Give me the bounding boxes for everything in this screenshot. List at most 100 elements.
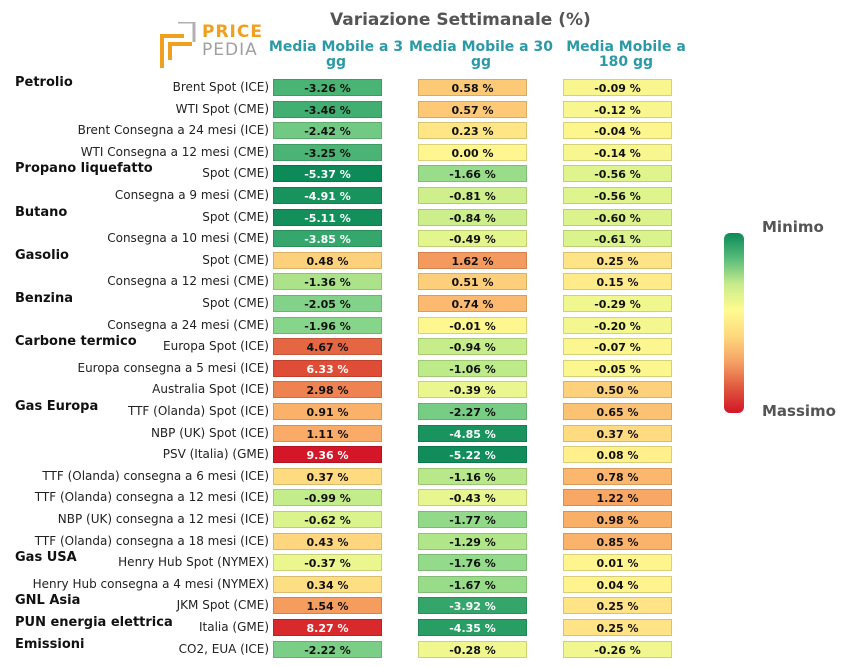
heatmap-cell: -0.12 % bbox=[563, 100, 672, 118]
group-label: Butano bbox=[15, 204, 68, 220]
heatmap-cell: -1.29 % bbox=[418, 532, 527, 550]
heatmap-cell: 0.01 % bbox=[563, 554, 672, 572]
heatmap-cell: -0.84 % bbox=[418, 208, 527, 226]
heatmap-cell: 0.85 % bbox=[563, 532, 672, 550]
heatmap-cell: 0.25 % bbox=[563, 251, 672, 269]
heatmap-cell: -0.43 % bbox=[418, 489, 527, 507]
row-label: WTI Consegna a 12 mesi (CME) bbox=[80, 144, 269, 159]
heatmap-cell: 0.91 % bbox=[273, 403, 382, 420]
heatmap-cell: -0.09 % bbox=[563, 79, 672, 96]
row-label: Spot (CME) bbox=[202, 252, 269, 267]
row-label: JKM Spot (CME) bbox=[176, 598, 269, 613]
row-label: Brent Spot (ICE) bbox=[172, 80, 269, 94]
heatmap-cell: -0.05 % bbox=[563, 359, 672, 377]
heatmap-cell: -3.25 % bbox=[273, 143, 382, 161]
row-label: NBP (UK) consegna a 12 mesi (ICE) bbox=[57, 512, 269, 526]
heatmap-cell: 0.25 % bbox=[563, 619, 672, 636]
group-label: PUN energia elettrica bbox=[15, 615, 173, 630]
heatmap-cell: 0.58 % bbox=[418, 79, 527, 96]
legend-max-label: Massimo bbox=[762, 402, 836, 420]
heatmap-cell: -0.04 % bbox=[563, 122, 672, 140]
heatmap-cell: 0.04 % bbox=[563, 575, 672, 593]
heatmap-cell: -0.28 % bbox=[418, 640, 527, 658]
heatmap-cell: -0.49 % bbox=[418, 230, 527, 248]
row-label: TTF (Olanda) consegna a 18 mesi (ICE) bbox=[34, 533, 269, 548]
heatmap-cell: 0.74 % bbox=[418, 295, 527, 312]
heatmap-cell: -5.22 % bbox=[418, 446, 527, 464]
group-label: Gasolio bbox=[15, 247, 69, 263]
legend-min-label: Minimo bbox=[762, 218, 824, 236]
heatmap-cell: -4.35 % bbox=[418, 619, 527, 636]
row-label: Consegna a 24 mesi (CME) bbox=[107, 317, 269, 332]
heatmap-cell: -0.39 % bbox=[418, 381, 527, 399]
heatmap-cell: -5.11 % bbox=[273, 208, 382, 226]
logo-bracket-icon bbox=[160, 22, 196, 68]
group-label: Benzina bbox=[15, 291, 74, 306]
heatmap-cell: -3.92 % bbox=[418, 597, 527, 615]
heatmap-cell: -2.42 % bbox=[273, 122, 382, 140]
heatmap-cell: 0.34 % bbox=[273, 575, 382, 593]
heatmap-cell: -1.96 % bbox=[273, 316, 382, 334]
heatmap-cell: -1.77 % bbox=[418, 511, 527, 528]
row-label: Australia Spot (ICE) bbox=[152, 382, 269, 397]
row-label: Henry Hub consegna a 4 mesi (NYMEX) bbox=[32, 576, 269, 591]
heatmap-cell: -0.56 % bbox=[563, 165, 672, 183]
group-label: Emissioni bbox=[15, 636, 85, 652]
heatmap-cell: 1.11 % bbox=[273, 424, 382, 442]
heatmap-cell: -1.66 % bbox=[418, 165, 527, 183]
column-header-30gg: Media Mobile a 30 gg bbox=[409, 39, 553, 70]
heatmap-cell: -4.85 % bbox=[418, 424, 527, 442]
heatmap-cell: -0.94 % bbox=[418, 338, 527, 356]
row-label: Europa Spot (ICE) bbox=[163, 339, 269, 354]
heatmap-cell: -3.46 % bbox=[273, 100, 382, 118]
chart-title: Variazione Settimanale (%) bbox=[330, 10, 591, 30]
heatmap-cell: 0.37 % bbox=[273, 467, 382, 485]
column-header-180gg: Media Mobile a 180 gg bbox=[566, 39, 686, 70]
heatmap-cell: -0.37 % bbox=[273, 554, 382, 572]
row-label: TTF (Olanda) consegna a 12 mesi (ICE) bbox=[34, 490, 269, 505]
heatmap-cell: -0.20 % bbox=[563, 316, 672, 334]
heatmap-cell: -0.62 % bbox=[273, 511, 382, 528]
heatmap-cell: 2.98 % bbox=[273, 381, 382, 399]
heatmap-cell: 0.48 % bbox=[273, 251, 382, 269]
heatmap-cell: -0.14 % bbox=[563, 143, 672, 161]
row-label: WTI Spot (CME) bbox=[175, 101, 269, 116]
heatmap-cell: -3.26 % bbox=[273, 79, 382, 96]
heatmap-cell: -1.76 % bbox=[418, 554, 527, 572]
pricepedia-logo: PRICE PEDIA bbox=[156, 22, 262, 68]
row-label: Consegna a 12 mesi (CME) bbox=[107, 274, 269, 289]
row-label: TTF (Olanda) Spot (ICE) bbox=[127, 404, 269, 418]
heatmap-cell: -0.29 % bbox=[563, 295, 672, 312]
heatmap-cell: -1.16 % bbox=[418, 467, 527, 485]
heatmap-cell: 1.62 % bbox=[418, 251, 527, 269]
heatmap-cell: 0.15 % bbox=[563, 273, 672, 291]
heatmap-cell: -4.91 % bbox=[273, 187, 382, 204]
group-label: Gas Europa bbox=[15, 399, 99, 414]
heatmap-cell: -1.67 % bbox=[418, 575, 527, 593]
logo-text-price: PRICE bbox=[202, 22, 263, 42]
heatmap-cell: 0.78 % bbox=[563, 467, 672, 485]
group-label: Petrolio bbox=[15, 75, 73, 90]
row-label: Europa consegna a 5 mesi (ICE) bbox=[77, 360, 269, 375]
heatmap-cell: 0.51 % bbox=[418, 273, 527, 291]
heatmap-cell: 0.00 % bbox=[418, 143, 527, 161]
row-label: Consegna a 10 mesi (CME) bbox=[107, 231, 269, 246]
row-label: Spot (CME) bbox=[202, 209, 269, 224]
heatmap-cell: -2.22 % bbox=[273, 640, 382, 658]
row-label: Spot (CME) bbox=[202, 166, 269, 181]
row-label: PSV (Italia) (GME) bbox=[162, 447, 269, 462]
heatmap-cell: 0.43 % bbox=[273, 532, 382, 550]
row-label: NBP (UK) Spot (ICE) bbox=[150, 425, 269, 440]
group-label: GNL Asia bbox=[15, 593, 81, 609]
row-label: Brent Consegna a 24 mesi (ICE) bbox=[77, 123, 269, 138]
row-label: Consegna a 9 mesi (CME) bbox=[114, 188, 269, 202]
group-label: Propano liquefatto bbox=[15, 161, 153, 177]
heatmap-cell: 4.67 % bbox=[273, 338, 382, 356]
group-label: Carbone termico bbox=[15, 334, 137, 350]
heatmap-cell: -1.36 % bbox=[273, 273, 382, 291]
heatmap-cell: 0.37 % bbox=[563, 424, 672, 442]
group-label: Gas USA bbox=[15, 550, 77, 566]
color-scale-bar bbox=[724, 233, 744, 413]
row-label: TTF (Olanda) consegna a 6 mesi (ICE) bbox=[42, 468, 269, 483]
heatmap-cell: -3.85 % bbox=[273, 230, 382, 248]
